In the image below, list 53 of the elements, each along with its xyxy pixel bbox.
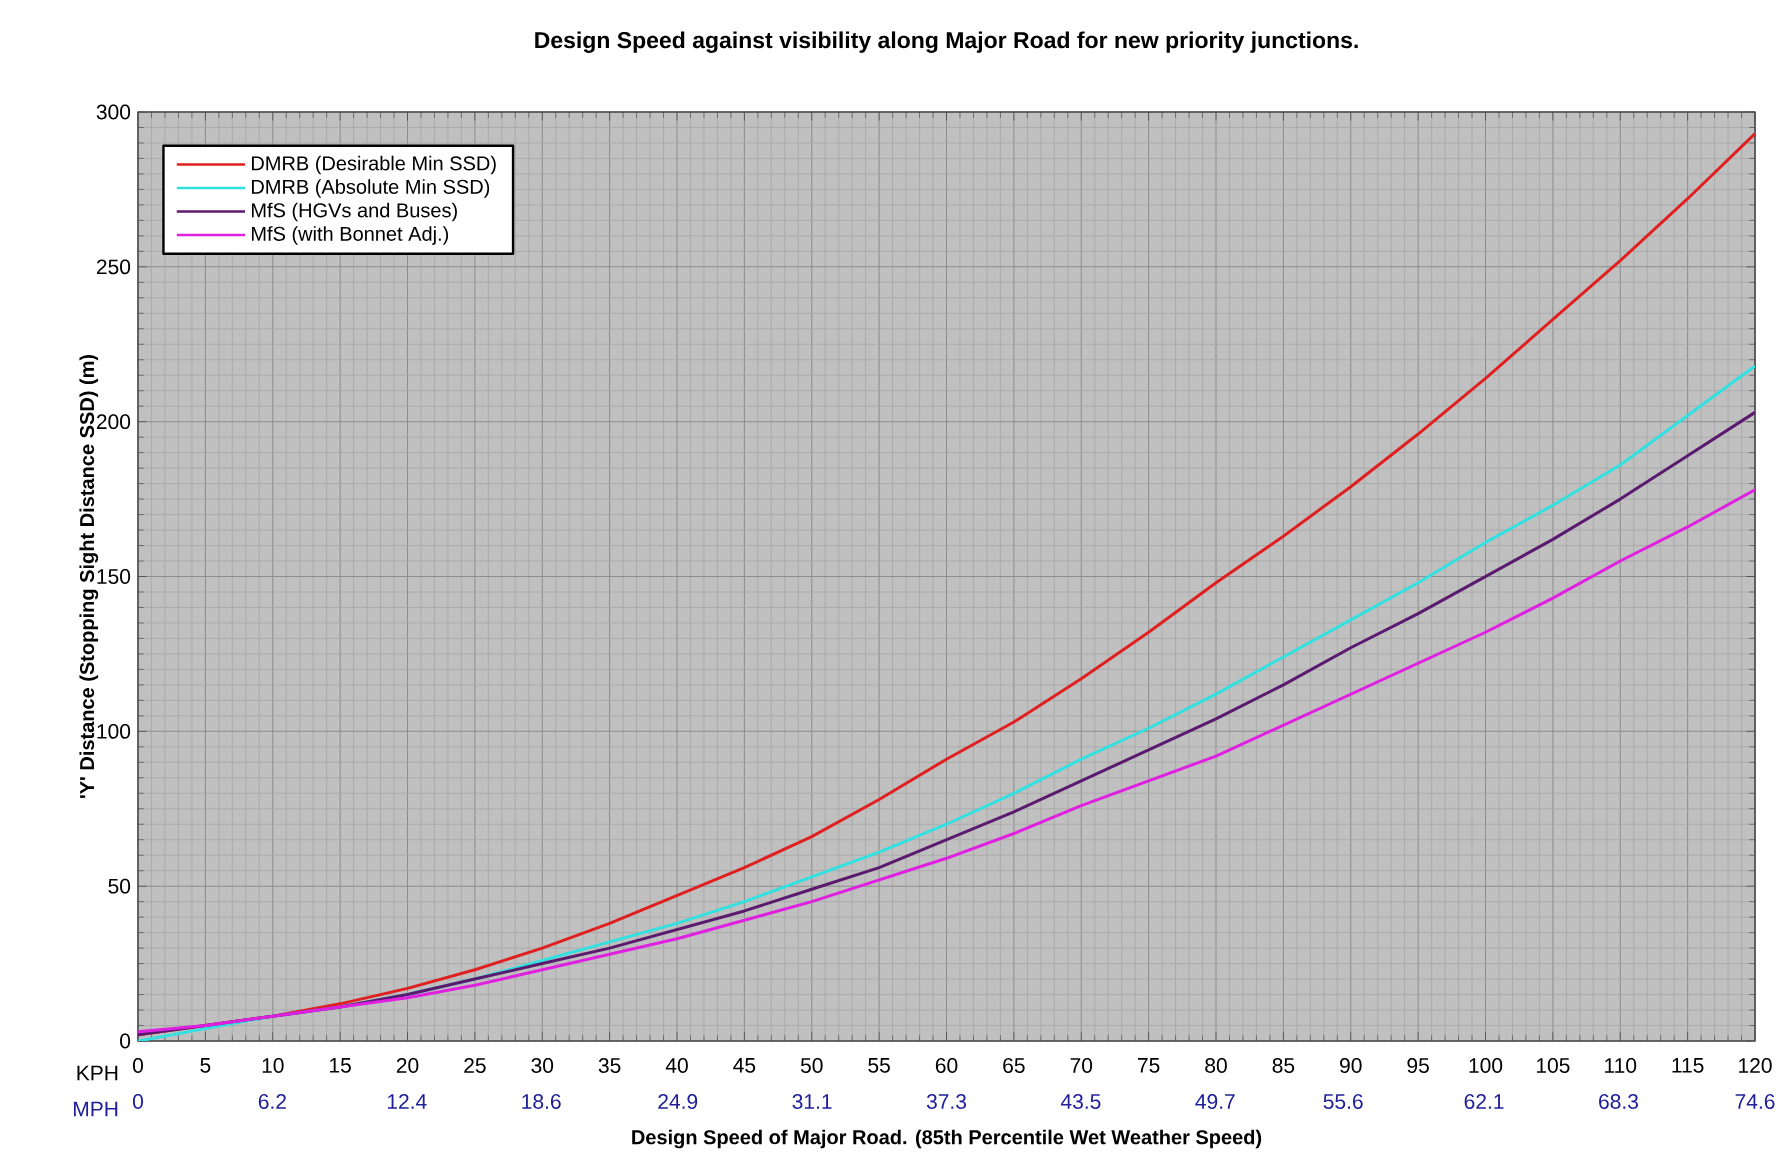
x-tick-label: 120 (1739, 1058, 1772, 1073)
x-tick-label: 110 (1605, 1058, 1637, 1073)
x2-tick-label: 31.1 (792, 1094, 832, 1109)
x-tick-label: 20 (396, 1058, 419, 1073)
x-axis-title: Design Speed of Major Road. (85th Percentile Wet Weather Speed) (632, 1129, 1262, 1149)
legend-label: MfS (HGVs and Buses) (251, 202, 457, 222)
x2-tick-label: 6.2 (258, 1094, 286, 1109)
x-tick-label: 0 (132, 1058, 144, 1073)
x2-tick-label: 62.1 (1464, 1094, 1504, 1109)
y-tick-label: 300 (96, 104, 131, 120)
y-tick-label: 50 (108, 878, 131, 894)
x-tick-label: 115 (1672, 1058, 1704, 1073)
x-tick-label: 60 (935, 1058, 958, 1073)
legend-label: DMRB (Absolute Min SSD) (251, 179, 490, 198)
x2-tick-label: 24.9 (658, 1094, 698, 1109)
text: MPH (74, 1101, 118, 1117)
x-tick-label: 40 (665, 1058, 688, 1073)
x-tick-label: 55 (868, 1058, 890, 1073)
y-tick-label: 150 (97, 569, 131, 584)
x-tick-label: 5 (200, 1058, 211, 1073)
y-tick-label: 250 (96, 259, 131, 275)
x2-tick-label: 37.3 (926, 1094, 967, 1109)
x-tick-label: 30 (531, 1058, 554, 1073)
x-tick-label: 65 (1003, 1058, 1025, 1073)
x-tick-label: 35 (598, 1058, 621, 1073)
x-tick-label: 15 (330, 1058, 351, 1073)
x2-tick-label: 18.6 (522, 1094, 561, 1109)
x-tick-label: 50 (800, 1058, 823, 1073)
text: KPH (77, 1065, 118, 1081)
chart-title: Design Speed against visibility along Major Road for new priority junctions. (535, 31, 1358, 53)
x2-tick-label: 49.7 (1195, 1094, 1235, 1109)
legend-label: DMRB (Desirable Min SSD) (251, 155, 496, 175)
x-tick-label: 85 (1272, 1058, 1295, 1073)
x-tick-label: 70 (1070, 1058, 1093, 1073)
x-tick-label: 10 (262, 1058, 284, 1073)
x-tick-label: 90 (1340, 1058, 1362, 1073)
x-tick-label: 45 (733, 1058, 756, 1073)
y-tick-label: 0 (120, 1033, 131, 1049)
x2-tick-label: 12.4 (387, 1094, 427, 1109)
x-tick-label: 75 (1138, 1058, 1160, 1073)
x-tick-label: 105 (1536, 1058, 1570, 1073)
x2-tick-label: 43.5 (1060, 1094, 1101, 1109)
x-tick-label: 25 (464, 1058, 486, 1073)
x2-tick-label: 74.6 (1735, 1094, 1775, 1109)
x-tick-label: 95 (1407, 1058, 1429, 1073)
x2-tick-label: 0 (132, 1094, 144, 1109)
x2-tick-label: 68.3 (1599, 1094, 1638, 1109)
x-tick-label: 80 (1205, 1058, 1227, 1073)
y-tick-label: 100 (97, 723, 131, 739)
x-tick-label: 100 (1469, 1058, 1503, 1073)
legend-label: MfS (with Bonnet Adj.) (251, 226, 449, 245)
x2-tick-label: 55.6 (1323, 1094, 1363, 1109)
y-tick-label: 200 (96, 414, 131, 430)
